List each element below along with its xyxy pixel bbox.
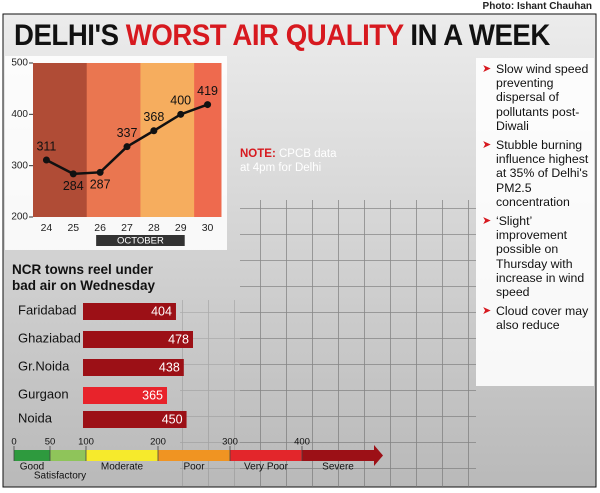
point [204, 101, 212, 109]
data-label: 438 [159, 360, 180, 374]
bullet: Slow wind speed preventing dispersal of … [482, 62, 594, 133]
note-label: NOTE: [240, 148, 276, 160]
scale-segment [14, 450, 50, 461]
category-label: Ghaziabad [18, 330, 81, 345]
y-tick-label: 400 [11, 109, 28, 120]
tick-label: 100 [78, 437, 94, 448]
scale-label: Moderate [101, 462, 144, 473]
scale-label: Poor [183, 462, 205, 473]
bar [83, 387, 167, 404]
scale-label: Severe [322, 462, 354, 473]
point [123, 143, 131, 151]
data-label: 404 [151, 304, 172, 318]
scale-segment [302, 450, 374, 461]
scale-label: Satisfactory [34, 471, 86, 482]
category-label: Gurgaon [18, 386, 69, 401]
x-tick-label: 27 [121, 222, 133, 234]
band [33, 63, 61, 217]
y-tick-label: 500 [11, 58, 28, 69]
bar [83, 411, 187, 428]
band [167, 63, 195, 217]
point [96, 168, 104, 176]
category-label: Noida [18, 410, 53, 425]
y-tick-label: 200 [11, 212, 28, 223]
data-label: 419 [197, 84, 218, 98]
bullet: ‘Slight’ improvement possible on Thursda… [482, 214, 594, 299]
bullet-list: Slow wind speed preventing dispersal of … [476, 58, 594, 386]
headline-part: IN A WEEK [410, 19, 550, 52]
band [194, 63, 222, 217]
band [59, 63, 88, 217]
x-tick-label: 26 [94, 222, 106, 234]
note-text: CPCB data at 4pm for Delhi [240, 148, 337, 174]
data-label: 400 [170, 94, 191, 108]
bar-chart-title: NCR towns reel under bad air on Wednesda… [12, 262, 156, 293]
point [42, 156, 50, 164]
scale-segment [50, 450, 86, 461]
photo-credit: Photo: Ishant Chauhan [482, 1, 592, 12]
point [69, 170, 77, 178]
x-axis-label: OCTOBER [117, 236, 164, 247]
band [140, 63, 168, 217]
x-tick-label: 24 [41, 222, 53, 234]
band [86, 63, 115, 217]
scale-segment [158, 450, 230, 461]
point [177, 110, 185, 118]
tick-label: 0 [11, 437, 16, 448]
arrow-head [374, 445, 383, 466]
x-tick-label: 25 [67, 222, 79, 234]
x-tick-label: 29 [175, 222, 187, 234]
tick-label: 200 [150, 437, 166, 448]
data-label: 287 [90, 178, 111, 192]
bar [83, 303, 176, 320]
data-label: 284 [63, 179, 84, 193]
scale-label: Very Poor [244, 462, 289, 473]
scale-segment [86, 450, 158, 461]
x-label-box [96, 235, 185, 246]
point [150, 127, 158, 135]
x-tick-label: 28 [148, 222, 160, 234]
scaffolding [240, 200, 476, 487]
headline-part: WORST AIR QUALITY [125, 19, 404, 52]
tick-label: 50 [45, 437, 56, 448]
bar [83, 331, 193, 348]
data-label: 368 [143, 110, 164, 124]
category-label: Gr.Noida [18, 358, 70, 373]
headline-part: DELHI'S [14, 19, 119, 52]
data-label: 311 [36, 139, 56, 153]
note: NOTE: CPCB data at 4pm for Delhi [240, 147, 345, 175]
data-label: 478 [168, 332, 189, 346]
scale-label: Good [20, 462, 44, 473]
bar [83, 359, 184, 376]
data-label: 450 [162, 412, 183, 426]
bullet: Stubble burning influence highest at 35%… [482, 138, 594, 209]
data-label: 337 [117, 126, 138, 140]
bullet: Cloud cover may also reduce [482, 304, 594, 332]
y-tick-label: 300 [11, 160, 28, 171]
x-tick-label: 30 [202, 222, 214, 234]
data-label: 365 [142, 388, 163, 402]
category-label: Faridabad [18, 302, 77, 317]
tick-label: 300 [222, 437, 238, 448]
scale-segment [230, 450, 302, 461]
headline: DELHI'S WORST AIR QUALITY IN A WEEK [14, 19, 550, 53]
tick-label: 400 [294, 437, 310, 448]
